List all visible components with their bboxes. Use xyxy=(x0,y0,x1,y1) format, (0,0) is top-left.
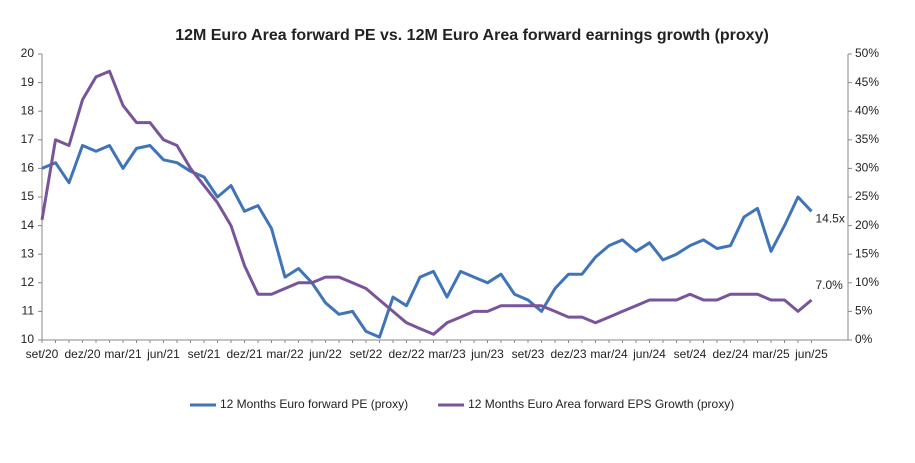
x-tick-label: jun/21 xyxy=(146,347,180,361)
chart-title: 12M Euro Area forward PE vs. 12M Euro Ar… xyxy=(175,27,769,44)
x-tick-label: mar/25 xyxy=(752,347,790,361)
x-tick-label: dez/24 xyxy=(712,347,748,361)
x-tick-label: dez/23 xyxy=(550,347,586,361)
y2-tick-label: 30% xyxy=(855,161,879,175)
x-tick-label: jun/23 xyxy=(470,347,504,361)
x-tick-label: mar/24 xyxy=(590,347,628,361)
x-tick-label: jun/25 xyxy=(794,347,828,361)
y-tick-label: 16 xyxy=(21,161,35,175)
y2-tick-label: 40% xyxy=(855,103,879,117)
x-tick-label: dez/21 xyxy=(226,347,262,361)
x-tick-label: mar/22 xyxy=(266,347,304,361)
y-tick-label: 15 xyxy=(21,189,35,203)
x-tick-label: set/20 xyxy=(26,347,59,361)
y-tick-label: 13 xyxy=(21,246,35,260)
y-tick-label: 14 xyxy=(21,218,35,232)
x-tick-label: set/22 xyxy=(350,347,383,361)
y-tick-label: 19 xyxy=(21,75,35,89)
legend-label: 12 Months Euro forward PE (proxy) xyxy=(220,397,408,411)
y2-tick-label: 5% xyxy=(855,304,873,318)
y2-tick-label: 10% xyxy=(855,275,879,289)
x-tick-label: mar/21 xyxy=(104,347,142,361)
x-tick-label: jun/22 xyxy=(308,347,342,361)
y-tick-label: 17 xyxy=(21,132,35,146)
y-tick-label: 18 xyxy=(21,103,35,117)
x-tick-label: set/24 xyxy=(674,347,707,361)
x-tick-label: dez/22 xyxy=(388,347,424,361)
y2-tick-label: 45% xyxy=(855,75,879,89)
y2-tick-label: 0% xyxy=(855,332,873,346)
x-tick-label: set/23 xyxy=(512,347,545,361)
y2-tick-label: 20% xyxy=(855,218,879,232)
legend-label: 12 Months Euro Area forward EPS Growth (… xyxy=(468,397,734,411)
y2-tick-label: 25% xyxy=(855,189,879,203)
y2-tick-label: 50% xyxy=(855,46,879,60)
y2-tick-label: 35% xyxy=(855,132,879,146)
annotation: 7.0% xyxy=(816,278,844,292)
y-tick-label: 10 xyxy=(21,332,35,346)
x-tick-label: dez/20 xyxy=(64,347,100,361)
series-line xyxy=(41,144,813,339)
y-tick-label: 11 xyxy=(22,304,35,318)
annotation: 14.5x xyxy=(816,211,845,225)
series-line xyxy=(40,69,813,336)
y-tick-label: 12 xyxy=(21,275,35,289)
y2-tick-label: 15% xyxy=(855,246,879,260)
x-tick-label: set/21 xyxy=(188,347,221,361)
y-tick-label: 20 xyxy=(21,46,35,60)
x-tick-label: jun/24 xyxy=(632,347,666,361)
x-tick-label: mar/23 xyxy=(428,347,466,361)
